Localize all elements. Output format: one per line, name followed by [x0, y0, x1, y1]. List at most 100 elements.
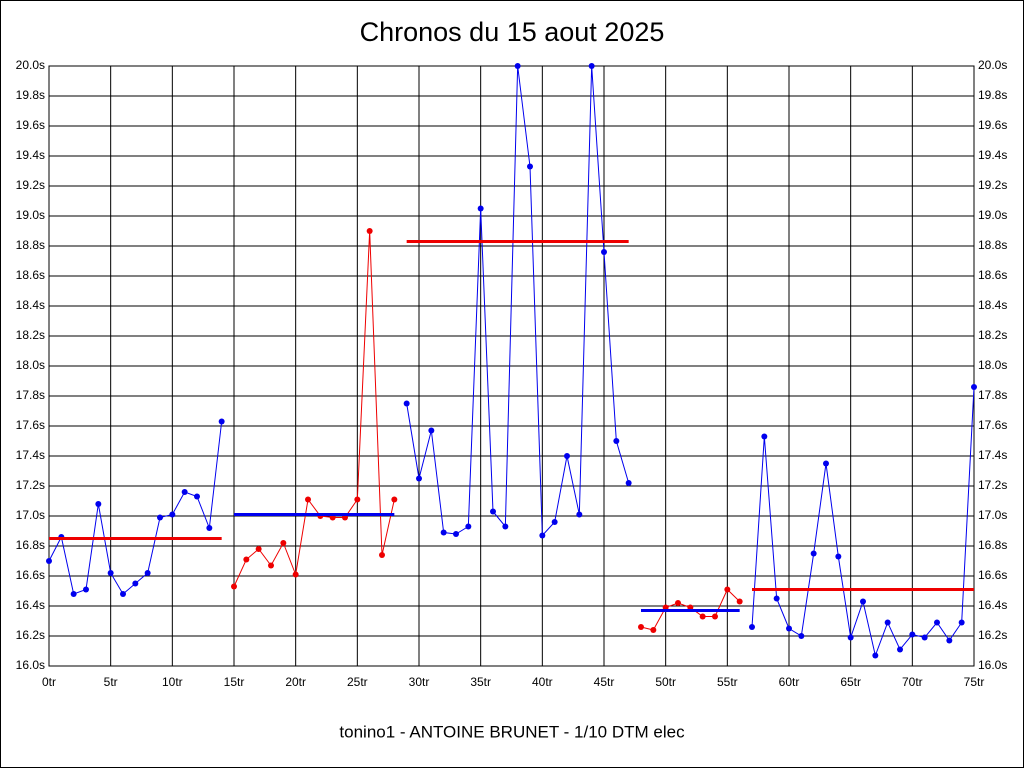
- y-tick-label: 16.2s: [16, 628, 45, 642]
- y2-tick-label: 16.6s: [978, 568, 1007, 582]
- y-tick-label: 16.8s: [16, 538, 45, 552]
- point: [601, 249, 607, 255]
- y2-tick-label: 18.2s: [978, 328, 1007, 342]
- point: [107, 570, 114, 576]
- y-tick-label: 19.4s: [16, 148, 45, 162]
- point: [181, 489, 188, 495]
- x-tick-label: 60tr: [779, 675, 800, 689]
- point: [70, 591, 77, 597]
- point: [194, 493, 200, 500]
- point: [736, 598, 743, 605]
- point: [502, 523, 509, 530]
- point: [453, 531, 459, 537]
- point: [366, 228, 373, 234]
- point: [255, 546, 262, 552]
- y-tick-label: 17.0s: [16, 508, 45, 522]
- point: [490, 508, 496, 515]
- y-tick-label: 17.8s: [16, 388, 45, 402]
- point: [477, 205, 484, 212]
- point: [527, 163, 533, 170]
- y2-tick-label: 17.4s: [978, 448, 1007, 462]
- y-tick-label: 18.2s: [16, 328, 45, 342]
- point: [860, 598, 866, 605]
- y2-tick-label: 19.6s: [978, 118, 1007, 132]
- point: [132, 580, 139, 587]
- y-tick-label: 16.6s: [16, 568, 45, 582]
- point: [231, 583, 237, 590]
- y2-tick-label: 19.0s: [978, 208, 1007, 222]
- y2-tick-label: 17.8s: [978, 388, 1007, 402]
- point: [243, 556, 250, 563]
- point: [120, 591, 126, 597]
- y-tick-label: 17.2s: [16, 478, 45, 492]
- point: [897, 646, 903, 653]
- y-tick-label: 18.6s: [16, 268, 45, 282]
- x-tick-label: 65tr: [840, 675, 861, 689]
- plot-frame: [48, 65, 975, 667]
- y2-tick-label: 16.0s: [978, 658, 1007, 672]
- point: [46, 558, 52, 564]
- point: [724, 586, 731, 593]
- y-tick-label: 17.4s: [16, 448, 45, 462]
- y-tick-label: 17.6s: [16, 418, 45, 432]
- point: [625, 480, 632, 486]
- point: [144, 570, 151, 576]
- y-tick-label: 19.8s: [16, 88, 45, 102]
- point: [218, 418, 225, 425]
- point: [971, 384, 977, 390]
- point: [749, 624, 755, 630]
- y2-tick-label: 19.4s: [978, 148, 1007, 162]
- point: [305, 496, 311, 503]
- y-tick-label: 16.4s: [16, 598, 45, 612]
- y2-tick-label: 19.2s: [978, 178, 1007, 192]
- point: [699, 613, 706, 620]
- x-tick-label: 50tr: [655, 675, 676, 689]
- point: [403, 400, 410, 407]
- x-tick-label: 0tr: [42, 675, 56, 689]
- y-tick-label: 19.0s: [16, 208, 45, 222]
- point: [773, 595, 780, 602]
- y-tick-label: 18.8s: [16, 238, 45, 252]
- point: [564, 453, 570, 459]
- x-tick-label: 40tr: [532, 675, 553, 689]
- x-tick-label: 45tr: [594, 675, 615, 689]
- chart-title: Chronos du 15 aout 2025: [360, 17, 665, 47]
- y-tick-label: 16.0s: [16, 658, 45, 672]
- point: [440, 529, 447, 536]
- y2-tick-label: 16.4s: [978, 598, 1007, 612]
- point: [354, 496, 361, 503]
- point: [280, 540, 287, 546]
- point: [798, 633, 805, 639]
- x-tick-label: 55tr: [717, 675, 738, 689]
- point: [551, 519, 558, 525]
- point: [157, 514, 163, 521]
- point: [576, 511, 583, 518]
- point: [169, 511, 176, 518]
- point: [921, 634, 928, 641]
- x-tick-label: 15tr: [224, 675, 245, 689]
- point: [958, 619, 965, 626]
- point: [638, 624, 644, 630]
- point: [650, 627, 657, 633]
- y-tick-label: 18.0s: [16, 358, 45, 372]
- point: [786, 625, 792, 632]
- point: [761, 433, 768, 440]
- point: [379, 552, 385, 558]
- point: [810, 550, 817, 557]
- point: [946, 637, 953, 644]
- point: [934, 619, 940, 626]
- y2-tick-label: 17.6s: [978, 418, 1007, 432]
- x-tick-label: 10tr: [162, 675, 183, 689]
- point: [675, 600, 681, 606]
- y2-tick-label: 18.8s: [978, 238, 1007, 252]
- point: [613, 438, 620, 444]
- y2-tick-label: 17.2s: [978, 478, 1007, 492]
- x-tick-label: 5tr: [104, 675, 118, 689]
- point: [712, 613, 718, 620]
- point: [428, 427, 435, 434]
- y-tick-label: 19.6s: [16, 118, 45, 132]
- y2-tick-label: 18.6s: [978, 268, 1007, 282]
- y2-tick-label: 19.8s: [978, 88, 1007, 102]
